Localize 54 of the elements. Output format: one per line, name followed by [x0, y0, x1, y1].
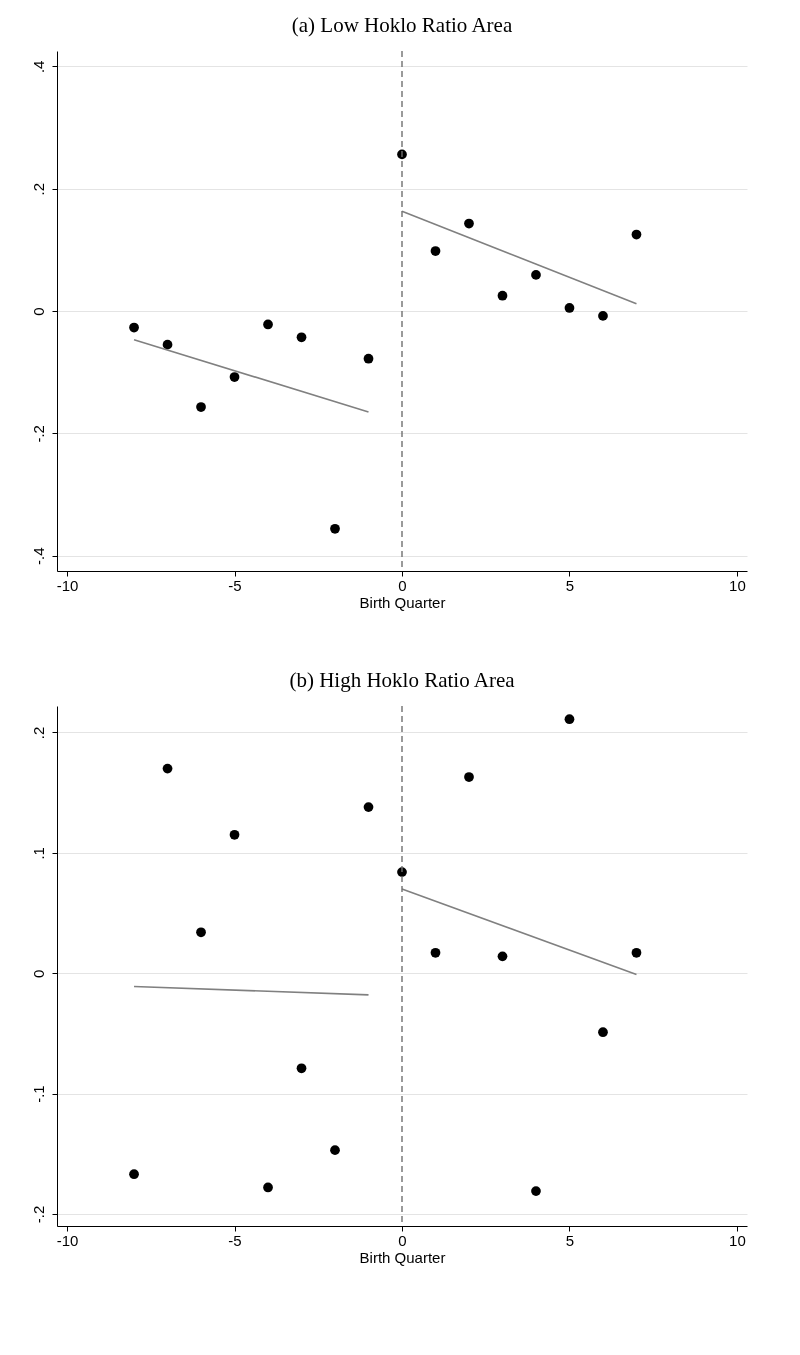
point: [330, 1145, 340, 1156]
x-tick-label: -10: [56, 1231, 79, 1249]
x-tick-label: 0: [398, 576, 407, 594]
y-tick-label: .4: [29, 60, 47, 74]
x-axis-title: Birth Quarter: [359, 1248, 446, 1266]
point: [129, 322, 139, 333]
x-tick-label: 10: [729, 1231, 746, 1249]
point: [263, 319, 273, 330]
y-tick-label: 0: [29, 307, 47, 316]
point: [497, 290, 508, 301]
y-tick-label: -.1: [29, 1085, 47, 1103]
point: [598, 311, 608, 321]
x-tick-label: 10: [729, 576, 746, 594]
point: [162, 339, 173, 350]
point: [263, 1182, 273, 1193]
point: [363, 353, 374, 364]
y-tick-label: .2: [29, 182, 47, 196]
y-tick-label: -.2: [29, 425, 47, 443]
point: [564, 714, 575, 725]
point: [531, 270, 541, 280]
chart-title: (a) Low Hoklo Ratio Area: [291, 13, 513, 38]
point: [497, 951, 508, 962]
x-tick-label: 5: [565, 1231, 575, 1249]
point: [330, 523, 340, 534]
point: [531, 1186, 541, 1196]
point: [296, 332, 307, 343]
point: [229, 829, 240, 840]
point: [598, 1027, 608, 1038]
y-tick-label: .1: [29, 847, 47, 860]
point: [296, 1063, 307, 1074]
point: [129, 1169, 139, 1180]
x-tick-label: 0: [398, 1231, 407, 1249]
point: [564, 303, 575, 313]
y-tick-label: -.4: [29, 547, 47, 565]
chart-title: (b) High Hoklo Ratio Area: [289, 668, 516, 693]
y-tick-label: -.2: [29, 1205, 47, 1224]
point: [196, 927, 206, 938]
point: [631, 229, 642, 240]
point: [631, 947, 642, 958]
point: [196, 402, 206, 412]
point: [430, 947, 441, 958]
x-tick-label: -10: [56, 576, 79, 594]
x-tick-label: -5: [228, 576, 242, 594]
point: [464, 218, 474, 229]
y-tick-label: 0: [29, 969, 47, 978]
point: [464, 772, 474, 782]
point: [363, 802, 374, 812]
x-tick-label: -5: [228, 1231, 242, 1249]
point: [229, 372, 240, 382]
x-axis-title: Birth Quarter: [359, 593, 446, 611]
point: [430, 246, 441, 256]
y-tick-label: .2: [29, 726, 47, 740]
x-tick-label: 5: [565, 576, 575, 594]
point: [162, 763, 173, 774]
